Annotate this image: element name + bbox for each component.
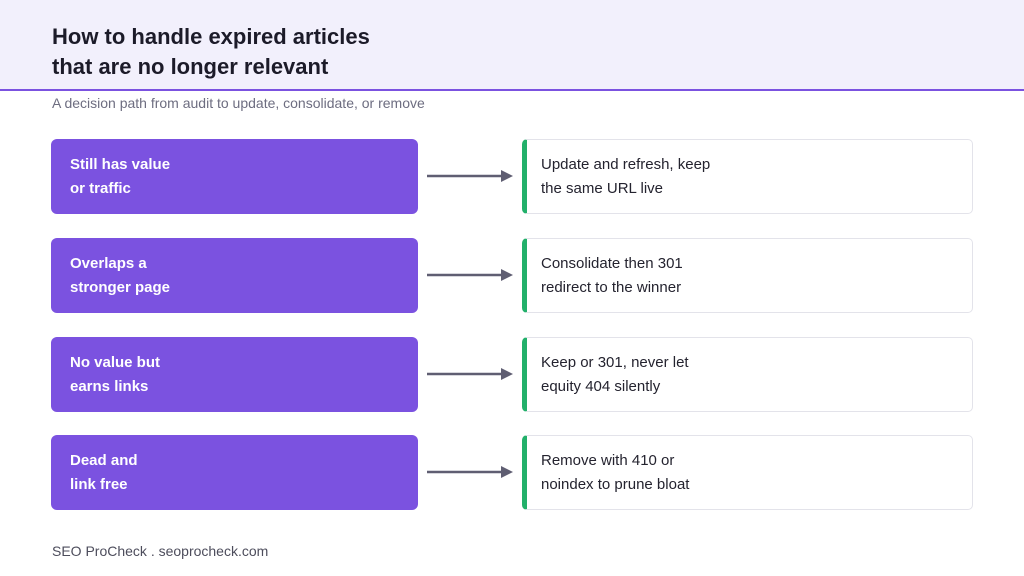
action-line-2: redirect to the winner [541,279,682,296]
decision-row-3: No value but earns links Keep or 301, ne… [0,337,1024,412]
decision-row-1: Still has value or traffic Update and re… [0,139,1024,214]
action-box: Update and refresh, keep the same URL li… [522,139,973,214]
action-line-2: equity 404 silently [541,378,661,395]
arrow-right-icon [427,269,513,281]
condition-line-2: or traffic [70,180,131,197]
condition-box: No value but earns links [51,337,418,412]
arrow-right-icon [427,466,513,478]
condition-box: Still has value or traffic [51,139,418,214]
decision-row-4: Dead and link free Remove with 410 or no… [0,435,1024,510]
action-box: Consolidate then 301 redirect to the win… [522,238,973,313]
condition-box: Overlaps a stronger page [51,238,418,313]
action-line-1: Update and refresh, keep [541,156,711,173]
action-line-2: noindex to prune bloat [541,476,690,493]
condition-line-2: stronger page [70,279,171,296]
action-line-2: the same URL live [541,180,663,197]
action-line-1: Keep or 301, never let [541,354,689,371]
arrow-right-icon [427,170,513,182]
condition-box: Dead and link free [51,435,418,510]
action-line-1: Consolidate then 301 [541,255,683,272]
page-title: How to handle expired articles that are … [52,22,652,82]
arrow-right-icon [427,368,513,380]
page-title-line-1: How to handle expired articles [52,24,370,49]
condition-line-1: No value but [70,354,161,371]
condition-line-1: Overlaps a [70,255,147,272]
header-band: How to handle expired articles that are … [0,0,1024,91]
action-line-1: Remove with 410 or [541,452,675,469]
action-box: Keep or 301, never let equity 404 silent… [522,337,973,412]
condition-line-2: earns links [70,378,149,395]
action-box: Remove with 410 or noindex to prune bloa… [522,435,973,510]
condition-line-2: link free [70,476,128,493]
page-subtitle: A decision path from audit to update, co… [52,95,425,111]
condition-line-1: Still has value [70,156,171,173]
page-title-line-2: that are no longer relevant [52,54,329,79]
decision-row-2: Overlaps a stronger page Consolidate the… [0,238,1024,313]
condition-line-1: Dead and [70,452,138,469]
footer-credit: SEO ProCheck . seoprocheck.com [52,543,269,559]
